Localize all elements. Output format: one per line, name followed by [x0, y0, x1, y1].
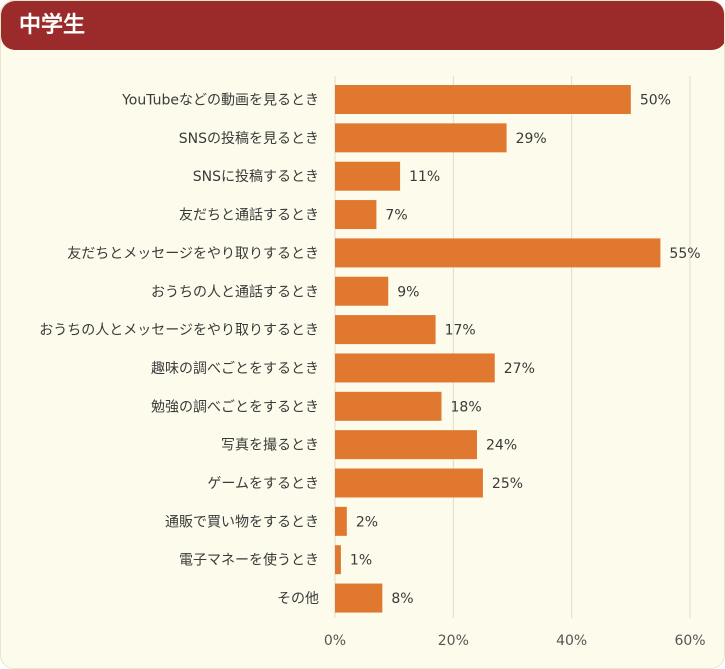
bar: [335, 545, 341, 575]
category-label: YouTubeなどの動画を見るとき: [121, 93, 319, 109]
value-label: 17%: [445, 323, 476, 339]
bar: [335, 583, 383, 613]
bar: [335, 315, 436, 345]
category-label: 友だちと通話するとき: [179, 207, 319, 224]
value-label: 50%: [640, 93, 671, 109]
bar: [335, 161, 401, 191]
value-label: 1%: [350, 553, 372, 569]
bar: [335, 276, 389, 306]
x-tick-label: 20%: [438, 633, 469, 649]
bar: [335, 353, 495, 383]
category-label: おうちの人と通話するとき: [151, 283, 319, 300]
bar: [335, 430, 477, 460]
value-label: 25%: [492, 476, 523, 492]
value-label: 18%: [451, 399, 482, 415]
value-label: 27%: [504, 361, 535, 377]
bar: [335, 238, 661, 268]
category-label: 趣味の調べごとをするとき: [151, 361, 319, 377]
bar: [335, 391, 442, 421]
x-tick-label: 0%: [324, 633, 346, 649]
category-label: 写真を撮るとき: [221, 437, 319, 454]
x-tick-label: 40%: [556, 633, 587, 649]
x-tick-label: 60%: [674, 633, 705, 649]
bar: [335, 468, 483, 498]
bar: [335, 123, 507, 153]
bar: [335, 85, 631, 114]
category-label: ゲームをするとき: [207, 476, 319, 492]
value-label: 55%: [669, 246, 700, 262]
value-label: 11%: [409, 169, 440, 185]
bar: [335, 506, 347, 536]
category-label: その他: [277, 591, 319, 607]
value-label: 8%: [391, 591, 413, 607]
chart-title: 中学生: [19, 13, 86, 38]
category-label: 通販で買い物をするとき: [165, 514, 319, 530]
category-label: 電子マネーを使うとき: [179, 552, 319, 569]
value-label: 24%: [486, 438, 517, 454]
value-label: 7%: [385, 208, 407, 224]
category-label: おうちの人とメッセージをやり取りするとき: [39, 323, 319, 339]
chart-header: 中学生: [1, 1, 724, 50]
value-label: 29%: [516, 131, 547, 147]
category-label: 勉強の調べごとをするとき: [151, 399, 319, 415]
category-label: SNSに投稿するとき: [193, 169, 319, 185]
category-label: 友だちとメッセージをやり取りするとき: [67, 246, 319, 262]
value-label: 9%: [397, 284, 419, 300]
value-label: 2%: [356, 514, 378, 530]
bar: [335, 200, 377, 230]
category-label: SNSの投稿を見るとき: [179, 131, 319, 147]
